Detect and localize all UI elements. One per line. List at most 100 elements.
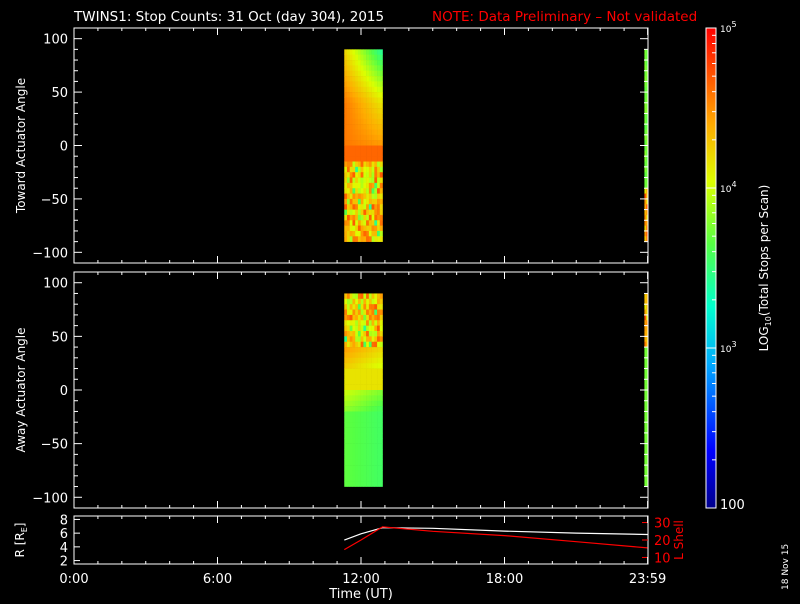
heatmap-cell	[355, 193, 359, 200]
heatmap-cell	[377, 341, 381, 348]
heatmap-cell	[366, 177, 370, 184]
heatmap-cell	[346, 309, 351, 316]
heatmap-cell	[349, 81, 353, 88]
heatmap-cell	[363, 54, 367, 61]
heatmap-cell	[366, 352, 370, 359]
heatmap-cell	[349, 65, 353, 72]
heatmap-cell	[352, 309, 356, 316]
heatmap-cell	[357, 384, 361, 391]
heatmap-cell	[366, 166, 370, 173]
heatmap-cell	[352, 150, 356, 157]
heatmap-cell	[360, 320, 364, 326]
heatmap-cell	[363, 204, 367, 210]
heatmap-cell	[644, 406, 647, 412]
heatmap-cell	[644, 102, 647, 109]
heatmap-cell	[371, 113, 375, 120]
heatmap-block	[344, 49, 383, 242]
heatmap-cell	[349, 347, 353, 353]
heatmap-cell	[646, 177, 649, 184]
heatmap-cell	[363, 298, 367, 305]
heatmap-cell	[368, 193, 372, 200]
heatmap-cell	[344, 236, 348, 242]
heatmap-cell	[349, 198, 353, 205]
heatmap-cell	[360, 145, 364, 152]
heatmap-cell	[357, 352, 361, 359]
heatmap-cell	[374, 188, 378, 194]
heatmap-cell	[374, 368, 378, 375]
heatmap-cell	[371, 481, 375, 487]
heatmap-cell	[352, 400, 356, 407]
heatmap-cell	[368, 309, 372, 316]
heatmap-cell	[368, 145, 372, 152]
heatmap-cell	[368, 449, 372, 455]
colorbar-min-label: 100	[720, 498, 745, 513]
heatmap-cell	[379, 438, 383, 444]
heatmap-cell	[355, 347, 359, 353]
heatmap-cell	[357, 76, 361, 82]
heatmap-cell	[646, 198, 649, 205]
heatmap-cell	[379, 309, 383, 316]
heatmap-cell	[371, 214, 375, 221]
heatmap-cell	[349, 449, 353, 455]
heatmap-cell	[646, 188, 649, 194]
heatmap-cell	[371, 108, 375, 114]
heatmap-cell	[377, 108, 381, 114]
heatmap-cell	[371, 204, 375, 210]
heatmap-cell	[344, 188, 348, 194]
y-tick-label: −100	[32, 491, 68, 506]
heatmap-cell	[360, 193, 364, 200]
heatmap-cell	[377, 368, 381, 375]
heatmap-cell	[355, 124, 359, 130]
heatmap-cell	[368, 204, 372, 210]
heatmap-cell	[646, 124, 649, 130]
heatmap-cell	[379, 113, 383, 120]
heatmap-cell	[355, 314, 359, 321]
heatmap-cell	[349, 331, 353, 337]
heatmap-cell	[371, 145, 375, 152]
heatmap-cell	[352, 470, 356, 477]
heatmap-cell	[352, 161, 356, 168]
heatmap-cell	[374, 49, 378, 55]
heatmap-cell	[379, 304, 383, 310]
heatmap-cell	[357, 449, 361, 455]
heatmap-cell	[352, 373, 356, 380]
heatmap-cell	[352, 156, 356, 162]
heatmap-cell	[366, 293, 370, 300]
heatmap-cell	[355, 422, 359, 428]
heatmap-cell	[346, 113, 351, 120]
heatmap-cell	[644, 81, 647, 88]
heatmap-block	[644, 293, 649, 487]
heatmap-cell	[355, 373, 359, 380]
away-panel: 100 50 0 −50 −100 Away Actuator Angle	[14, 271, 649, 509]
heatmap-cell	[371, 166, 375, 173]
heatmap-cell	[357, 481, 361, 487]
heatmap-cell	[344, 363, 348, 369]
heatmap-cell	[379, 325, 383, 332]
heatmap-cell	[644, 384, 647, 391]
heatmap-cell	[644, 309, 647, 316]
heatmap-cell	[366, 384, 370, 391]
heatmap-cell	[377, 204, 381, 210]
heatmap-cell	[374, 293, 378, 300]
heatmap-cell	[355, 357, 359, 364]
heatmap-cell	[379, 481, 383, 487]
heatmap-cell	[377, 134, 381, 141]
heatmap-cell	[374, 86, 378, 93]
heatmap-cell	[644, 341, 647, 348]
heatmap-cell	[646, 341, 649, 348]
heatmap-cell	[363, 129, 367, 136]
heatmap-cell	[346, 443, 351, 450]
heatmap-cell	[644, 230, 647, 237]
heatmap-cell	[360, 427, 364, 434]
heatmap-cell	[371, 432, 375, 439]
heatmap-cell	[355, 102, 359, 109]
heatmap-cell	[349, 161, 353, 168]
heatmap-cell	[368, 459, 372, 466]
heatmap-cell	[346, 220, 351, 226]
heatmap-cell	[349, 443, 353, 450]
heatmap-cell	[644, 145, 647, 152]
heatmap-cell	[360, 373, 364, 380]
heatmap-cell	[360, 54, 364, 61]
heatmap-cell	[646, 113, 649, 120]
heatmap-cell	[363, 373, 367, 380]
